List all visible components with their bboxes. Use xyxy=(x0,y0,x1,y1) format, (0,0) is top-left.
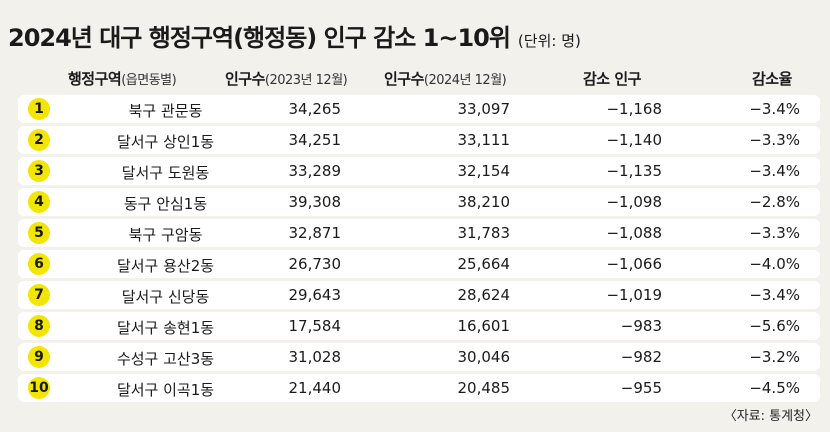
rank-badge: 8 xyxy=(28,315,50,337)
population-decrease: −1,019 xyxy=(606,286,662,304)
population-2023: 21,440 xyxy=(288,379,342,397)
population-decrease: −955 xyxy=(620,379,662,397)
header-pop2023: 인구수(2023년 12월) xyxy=(225,68,348,89)
header-pop2023-sub: (2023년 12월) xyxy=(264,73,348,88)
population-2023: 39,308 xyxy=(288,193,342,211)
decrease-rate: −5.6% xyxy=(749,317,800,335)
decrease-rate: −3.4% xyxy=(749,100,800,118)
rank-badge: 6 xyxy=(28,253,50,275)
rank-badge: 4 xyxy=(28,191,50,213)
district-name: 달서구 신당동 xyxy=(121,288,210,306)
title-unit: (단위: 명) xyxy=(517,32,581,50)
table-row: 4 동구 안심1동 39,308 38,210 −1,098 −2.8% xyxy=(18,188,820,216)
decrease-rate: −3.3% xyxy=(749,131,800,149)
rank-badge: 3 xyxy=(28,160,50,182)
header-district-label: 행정구역 xyxy=(68,70,122,88)
population-2023: 33,289 xyxy=(288,162,342,180)
district-name: 동구 안심1동 xyxy=(123,195,208,213)
rank-badge: 7 xyxy=(28,284,50,306)
rank-badge: 5 xyxy=(28,222,50,244)
district-name: 달서구 이곡1동 xyxy=(116,381,215,399)
population-decrease: −1,140 xyxy=(606,131,662,149)
district-name: 달서구 도원동 xyxy=(121,164,210,182)
population-2024: 31,783 xyxy=(457,224,511,242)
decrease-rate: −2.8% xyxy=(749,193,800,211)
population-2024: 30,046 xyxy=(457,348,511,366)
district-name: 북구 구암동 xyxy=(128,226,203,244)
source-note: 〈자료: 통계청〉 xyxy=(723,409,818,424)
table-row: 2 달서구 상인1동 34,251 33,111 −1,140 −3.3% xyxy=(18,126,820,154)
population-2024: 32,154 xyxy=(457,162,511,180)
table-row: 3 달서구 도원동 33,289 32,154 −1,135 −3.4% xyxy=(18,157,820,185)
header-district-sub: (읍면동별) xyxy=(121,73,177,88)
population-decrease: −1,098 xyxy=(606,193,662,211)
header-pop2024: 인구수(2024년 12월) xyxy=(384,68,507,89)
table-body: 1 북구 관문동 34,265 33,097 −1,168 −3.4% 2 달서구 상인1동 3… xyxy=(18,95,820,405)
population-2024: 38,210 xyxy=(457,193,511,211)
decrease-rate: −3.3% xyxy=(749,224,800,242)
population-2024: 20,485 xyxy=(457,379,511,397)
district-name: 북구 관문동 xyxy=(128,102,203,120)
population-2024: 25,664 xyxy=(457,255,511,273)
population-decrease: −983 xyxy=(620,317,662,335)
rank-badge: 10 xyxy=(28,377,50,399)
population-decrease: −1,168 xyxy=(606,100,662,118)
table-row: 6 달서구 용산2동 26,730 25,664 −1,066 −4.0% xyxy=(18,250,820,278)
page-title: 2024년 대구 행정구역(행정동) 인구 감소 1~10위 (단위: 명) xyxy=(8,18,581,53)
table-row: 5 북구 구암동 32,871 31,783 −1,088 −3.3% xyxy=(18,219,820,247)
population-decrease: −1,135 xyxy=(606,162,662,180)
population-2024: 33,111 xyxy=(457,131,511,149)
district-name: 달서구 송현1동 xyxy=(116,319,215,337)
title-main: 2024년 대구 행정구역(행정동) 인구 감소 1~10위 xyxy=(8,24,511,52)
header-pop2023-label: 인구수 xyxy=(225,70,265,88)
header-pop2024-sub: (2024년 12월) xyxy=(423,73,507,88)
table-row: 10 달서구 이곡1동 21,440 20,485 −955 −4.5% xyxy=(18,374,820,402)
decrease-rate: −3.2% xyxy=(749,348,800,366)
population-2023: 17,584 xyxy=(288,317,342,335)
table-row: 1 북구 관문동 34,265 33,097 −1,168 −3.4% xyxy=(18,95,820,123)
decrease-rate: −4.0% xyxy=(749,255,800,273)
population-2024: 33,097 xyxy=(457,100,511,118)
table-row: 9 수성구 고산3동 31,028 30,046 −982 −3.2% xyxy=(18,343,820,371)
header-decrease: 감소 인구 xyxy=(583,70,641,88)
rank-badge: 1 xyxy=(28,98,50,120)
population-2024: 16,601 xyxy=(457,317,511,335)
population-2023: 29,643 xyxy=(288,286,342,304)
population-decrease: −982 xyxy=(620,348,662,366)
table-row: 7 달서구 신당동 29,643 28,624 −1,019 −3.4% xyxy=(18,281,820,309)
header-district: 행정구역(읍면동별) xyxy=(68,68,177,89)
table-header: 행정구역(읍면동별) 인구수(2023년 12월) 인구수(2024년 12월)… xyxy=(0,64,830,92)
population-2023: 34,265 xyxy=(288,100,342,118)
district-name: 달서구 상인1동 xyxy=(116,133,215,151)
rank-badge: 9 xyxy=(28,346,50,368)
table-row: 8 달서구 송현1동 17,584 16,601 −983 −5.6% xyxy=(18,312,820,340)
population-2023: 26,730 xyxy=(288,255,342,273)
header-pop2024-label: 인구수 xyxy=(384,70,424,88)
header-rate: 감소율 xyxy=(752,70,792,88)
population-decrease: −1,066 xyxy=(606,255,662,273)
decrease-rate: −4.5% xyxy=(749,379,800,397)
population-2023: 34,251 xyxy=(288,131,342,149)
district-name: 수성구 고산3동 xyxy=(116,350,215,368)
decrease-rate: −3.4% xyxy=(749,162,800,180)
decrease-rate: −3.4% xyxy=(749,286,800,304)
population-2023: 32,871 xyxy=(288,224,342,242)
population-decrease: −1,088 xyxy=(606,224,662,242)
population-2024: 28,624 xyxy=(457,286,511,304)
population-2023: 31,028 xyxy=(288,348,342,366)
district-name: 달서구 용산2동 xyxy=(116,257,215,275)
rank-badge: 2 xyxy=(28,129,50,151)
